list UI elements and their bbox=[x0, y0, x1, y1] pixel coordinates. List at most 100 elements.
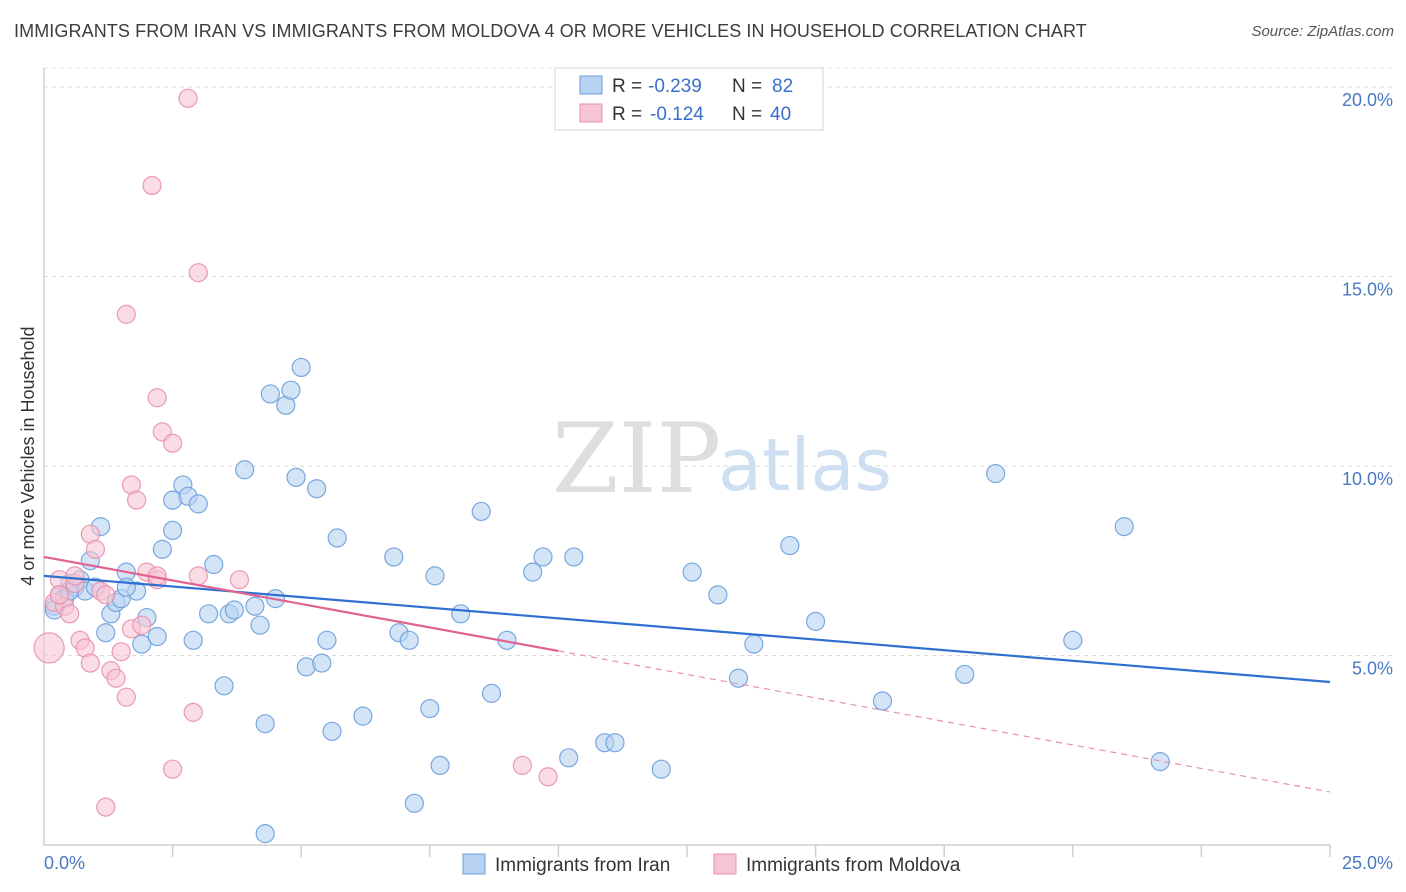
series-legend-label-moldova: Immigrants from Moldova bbox=[746, 855, 961, 876]
legend-n-value-iran: 82 bbox=[772, 76, 793, 97]
point-moldova-24 bbox=[142, 175, 162, 196]
point-iran-67 bbox=[682, 562, 702, 582]
point-iran-19 bbox=[152, 539, 172, 559]
watermark: ZIP atlas bbox=[552, 403, 892, 515]
point-iran-76 bbox=[1063, 630, 1083, 650]
point-iran-20 bbox=[163, 520, 183, 541]
source-credit: Source: ZipAtlas.com bbox=[1251, 23, 1394, 40]
point-moldova-12 bbox=[96, 585, 116, 605]
point-iran-53 bbox=[420, 698, 440, 719]
legend-r-value-iran: -0.239 bbox=[648, 76, 702, 97]
point-iran-77 bbox=[1114, 517, 1134, 537]
legend-n-label-moldova: N = bbox=[732, 104, 762, 125]
point-moldova-13 bbox=[96, 797, 116, 817]
point-iran-73 bbox=[872, 691, 893, 711]
point-iran-71 bbox=[780, 535, 800, 556]
point-iran-65 bbox=[605, 733, 625, 753]
point-iran-41 bbox=[291, 357, 311, 378]
series-legend-swatch-iran bbox=[462, 853, 486, 875]
point-iran-60 bbox=[523, 562, 543, 582]
point-iran-45 bbox=[317, 630, 337, 650]
y-tick-labels: 5.0% 10.0% 15.0% 20.0% bbox=[1342, 90, 1393, 679]
point-iran-62 bbox=[564, 547, 584, 567]
y-tick-label-20: 20.0% bbox=[1342, 90, 1393, 110]
point-moldova-36 bbox=[49, 585, 70, 605]
legend-r-label-iran: R = bbox=[612, 76, 642, 97]
point-moldova-32 bbox=[183, 702, 203, 722]
point-moldova-30 bbox=[163, 759, 183, 779]
point-moldova-33 bbox=[188, 263, 208, 283]
point-iran-26 bbox=[199, 604, 219, 624]
point-moldova-35 bbox=[229, 570, 250, 590]
point-iran-55 bbox=[430, 755, 450, 776]
point-moldova-8 bbox=[80, 653, 100, 673]
legend-swatch-iran bbox=[579, 75, 603, 95]
point-moldova-16 bbox=[111, 642, 131, 662]
point-iran-31 bbox=[235, 460, 255, 480]
point-moldova-39 bbox=[65, 566, 85, 586]
point-iran-44 bbox=[312, 653, 332, 673]
legend-n-label-iran: N = bbox=[732, 76, 762, 97]
point-iran-25 bbox=[183, 630, 203, 650]
point-iran-40 bbox=[286, 467, 306, 487]
point-iran-78 bbox=[1150, 752, 1170, 772]
point-iran-51 bbox=[399, 630, 419, 650]
y-axis-label: 4 or more Vehicles in Household bbox=[18, 326, 38, 585]
point-moldova-22 bbox=[132, 615, 152, 635]
point-moldova-34 bbox=[188, 566, 208, 586]
point-moldova-4 bbox=[60, 604, 80, 624]
point-moldova-38 bbox=[538, 767, 558, 787]
legend-n-value-moldova: 40 bbox=[770, 104, 791, 125]
trend-line-moldova bbox=[43, 555, 559, 653]
data-points bbox=[33, 88, 1170, 844]
point-iran-66 bbox=[651, 759, 671, 779]
legend: R = -0.239 N = 82 R = -0.124 N = 40 bbox=[554, 67, 824, 131]
point-iran-35 bbox=[255, 824, 275, 844]
point-iran-24 bbox=[188, 494, 208, 514]
point-iran-32 bbox=[245, 596, 265, 616]
x-ticks bbox=[171, 845, 1331, 857]
point-iran-46 bbox=[322, 721, 342, 741]
point-moldova-27 bbox=[147, 388, 167, 408]
point-moldova-0 bbox=[33, 632, 65, 664]
gridlines bbox=[44, 67, 1393, 656]
legend-swatch-moldova bbox=[579, 103, 603, 123]
point-iran-16 bbox=[132, 634, 152, 654]
trend-line-iran bbox=[43, 574, 1331, 684]
point-iran-81 bbox=[116, 577, 136, 597]
point-iran-27 bbox=[204, 554, 224, 575]
point-iran-63 bbox=[559, 748, 579, 768]
x-tick-label-max: 25.0% bbox=[1342, 853, 1393, 873]
y-tick-label-10: 10.0% bbox=[1342, 469, 1393, 489]
point-iran-18 bbox=[147, 626, 167, 647]
series-legend: Immigrants from Iran Immigrants from Mol… bbox=[462, 853, 961, 876]
point-moldova-31 bbox=[178, 88, 198, 108]
legend-r-label-moldova: R = bbox=[612, 104, 642, 125]
point-moldova-15 bbox=[106, 668, 126, 688]
watermark-zip: ZIP bbox=[552, 403, 721, 515]
chart-title: IMMIGRANTS FROM IRAN VS IMMIGRANTS FROM … bbox=[14, 21, 1087, 41]
point-iran-54 bbox=[425, 566, 445, 586]
point-iran-43 bbox=[307, 479, 327, 499]
series-legend-swatch-moldova bbox=[713, 853, 737, 875]
x-tick-label-min: 0.0% bbox=[44, 853, 85, 873]
point-iran-56 bbox=[451, 604, 471, 624]
legend-r-value-moldova: -0.124 bbox=[650, 104, 704, 125]
point-iran-48 bbox=[353, 706, 373, 726]
watermark-atlas: atlas bbox=[718, 423, 892, 507]
point-iran-34 bbox=[255, 714, 275, 734]
series-legend-label-iran: Immigrants from Iran bbox=[495, 855, 670, 876]
point-iran-74 bbox=[955, 664, 975, 685]
point-iran-49 bbox=[384, 547, 404, 567]
trend-lines bbox=[43, 555, 1331, 793]
point-iran-68 bbox=[708, 585, 728, 605]
point-moldova-29 bbox=[163, 433, 183, 453]
point-iran-10 bbox=[96, 623, 116, 643]
point-moldova-10 bbox=[85, 539, 106, 559]
point-iran-75 bbox=[986, 463, 1006, 484]
point-iran-58 bbox=[481, 683, 502, 703]
y-tick-label-5: 5.0% bbox=[1352, 658, 1393, 678]
trend-line-moldova-extension bbox=[558, 650, 1331, 793]
point-moldova-17 bbox=[116, 687, 136, 707]
